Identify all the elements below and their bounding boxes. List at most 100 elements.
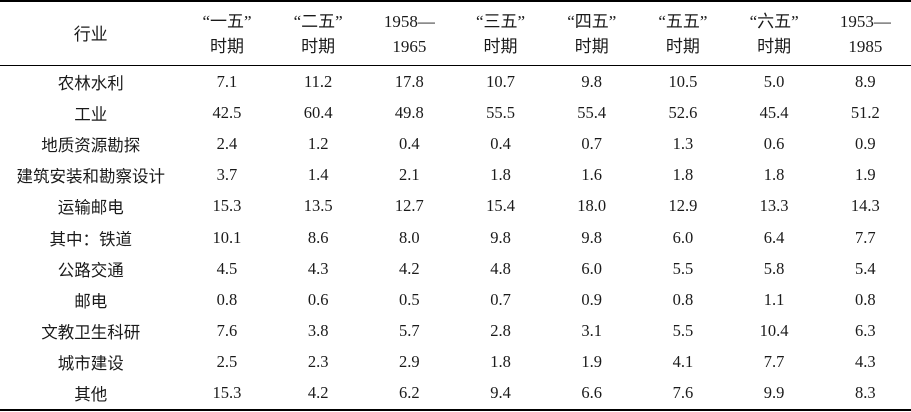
- value-cell: 12.9: [668, 196, 698, 216]
- column-header-line: 时期: [574, 37, 609, 56]
- table-row: 工业 42.5 60.4 49.8 55.5 55.4 52.6 45.4 51.2: [0, 97, 911, 128]
- value-cell: 52.6: [668, 102, 698, 122]
- value-cell: 1.4: [307, 165, 329, 185]
- column-header-line: “六五”: [749, 12, 799, 31]
- table-header: 行业 “一五” 时期 “二五” 时期 1958— 1965 “三五” 时期 “四五” 时期 “五五” 时…: [0, 0, 911, 66]
- value-cell: 55.5: [486, 102, 515, 122]
- value-cell: 9.8: [490, 227, 511, 247]
- column-header: “四五” 时期: [546, 0, 638, 66]
- value-cell: 1.9: [581, 352, 603, 372]
- value-cell: 0.6: [763, 133, 785, 153]
- value-cell: 6.6: [546, 377, 638, 412]
- row-label-cell: 城市建设: [57, 354, 124, 374]
- column-header-line: 时期: [301, 37, 336, 56]
- row-label-cell: 其中：铁道: [49, 229, 132, 249]
- row-label-cell: 农林水利: [57, 73, 124, 93]
- value-cell: 2.9: [399, 352, 420, 372]
- value-cell: 2.4: [216, 133, 238, 153]
- value-cell: 11.2: [304, 71, 333, 91]
- value-cell: 9.8: [581, 227, 603, 247]
- table-row: 运输邮电 15.3 13.5 12.7 15.4 18.0 12.9 13.3 14.3: [0, 191, 911, 222]
- value-cell: 6.0: [672, 227, 694, 247]
- value-cell: 18.0: [577, 196, 607, 216]
- value-cell: 14.3: [850, 196, 880, 216]
- column-header: “三五” 时期: [454, 0, 547, 66]
- value-cell: 6.2: [363, 377, 455, 412]
- value-cell: 4.2: [399, 258, 420, 278]
- value-cell: 0.4: [399, 133, 420, 153]
- value-cell: 7.6: [637, 377, 729, 412]
- table-row: 地质资源勘探 2.4 1.2 0.4 0.4 0.7 1.3 0.6 0.9: [0, 128, 911, 159]
- column-header: “一五” 时期: [181, 0, 273, 66]
- column-header: “五五” 时期: [637, 0, 729, 66]
- value-cell: 5.8: [763, 258, 785, 278]
- value-cell: 0.9: [581, 289, 603, 309]
- value-cell: 49.8: [394, 102, 424, 122]
- value-cell: 7.1: [216, 71, 238, 91]
- value-cell: 55.4: [577, 102, 607, 122]
- value-cell: 15.4: [486, 196, 515, 216]
- value-cell: 3.7: [216, 165, 238, 185]
- value-cell: 17.8: [394, 71, 424, 91]
- value-cell: 10.7: [486, 71, 515, 91]
- value-cell: 8.9: [855, 71, 876, 91]
- value-cell: 15.3: [212, 196, 242, 216]
- column-header-line: 时期: [665, 37, 700, 56]
- value-cell: 13.5: [303, 196, 333, 216]
- row-label-cell: 地质资源勘探: [41, 135, 141, 155]
- value-cell: 3.8: [307, 321, 329, 341]
- value-cell: 0.6: [307, 289, 329, 309]
- value-cell: 8.0: [399, 227, 420, 247]
- value-cell: 0.7: [581, 133, 603, 153]
- value-cell: 1.9: [855, 165, 876, 185]
- value-cell: 1.3: [672, 133, 694, 153]
- value-cell: 0.8: [855, 289, 876, 309]
- value-cell: 0.4: [490, 133, 511, 153]
- value-cell: 5.5: [672, 321, 694, 341]
- row-label-cell: 公路交通: [57, 260, 124, 280]
- row-label-cell: 文教卫生科研: [41, 323, 141, 343]
- table-row: 农林水利 7.1 11.2 17.8 10.7 9.8 10.5 5.0 8.9: [0, 66, 911, 98]
- value-cell: 1.6: [581, 165, 603, 185]
- value-cell: 1.8: [672, 165, 694, 185]
- value-cell: 3.1: [581, 321, 603, 341]
- row-label-cell: 邮电: [74, 291, 108, 311]
- value-cell: 5.5: [672, 258, 694, 278]
- value-cell: 7.6: [216, 321, 238, 341]
- value-cell: 5.0: [763, 71, 785, 91]
- column-header-line: 行业: [73, 24, 108, 44]
- value-cell: 12.7: [394, 196, 424, 216]
- value-cell: 1.8: [490, 352, 511, 372]
- value-cell: 6.0: [581, 258, 603, 278]
- value-cell: 13.3: [759, 196, 789, 216]
- value-cell: 51.2: [850, 102, 880, 122]
- value-cell: 0.8: [672, 289, 694, 309]
- row-label-cell: 运输邮电: [57, 198, 124, 218]
- table-row: 建筑安装和勘察设计 3.7 1.4 2.1 1.8 1.6 1.8 1.8 1.9: [0, 160, 911, 191]
- value-cell: 6.4: [763, 227, 785, 247]
- column-header-line: 时期: [483, 37, 518, 56]
- column-header: 1953— 1985: [819, 0, 911, 66]
- value-cell: 9.8: [581, 71, 603, 91]
- table-row: 公路交通 4.5 4.3 4.2 4.8 6.0 5.5 5.8 5.4: [0, 253, 911, 284]
- column-header-line: “四五”: [567, 12, 617, 31]
- value-cell: 1.1: [763, 289, 785, 309]
- header-row: 行业 “一五” 时期 “二五” 时期 1958— 1965 “三五” 时期 “四五” 时期 “五五” 时…: [0, 0, 911, 66]
- value-cell: 5.7: [399, 321, 420, 341]
- value-cell: 2.1: [399, 165, 420, 185]
- value-cell: 1.8: [763, 165, 785, 185]
- value-cell: 4.2: [272, 377, 364, 412]
- column-header-line: “五五”: [658, 12, 708, 31]
- value-cell: 4.3: [307, 258, 329, 278]
- value-cell: 4.5: [216, 258, 238, 278]
- table-row: 文教卫生科研 7.6 3.8 5.7 2.8 3.1 5.5 10.4 6.3: [0, 316, 911, 347]
- value-cell: 1.8: [490, 165, 511, 185]
- column-header-line: “三五”: [476, 12, 526, 31]
- column-header-line: 1965: [392, 37, 427, 56]
- value-cell: 8.6: [307, 227, 329, 247]
- row-label-cell: 其他: [0, 377, 182, 412]
- value-cell: 60.4: [303, 102, 333, 122]
- value-cell: 10.1: [212, 227, 242, 247]
- value-cell: 15.3: [181, 377, 273, 412]
